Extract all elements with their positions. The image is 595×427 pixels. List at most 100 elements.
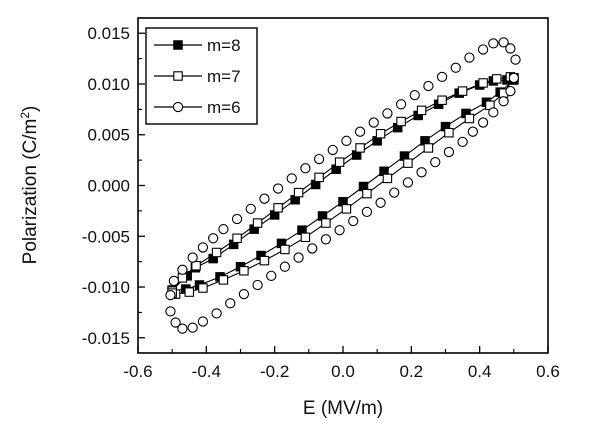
data-point (286, 173, 297, 184)
data-point (423, 80, 434, 92)
data-point (300, 163, 311, 174)
data-point (402, 177, 414, 188)
data-point (334, 157, 345, 167)
data-point (457, 136, 468, 147)
series-m-6 (165, 37, 521, 334)
data-point (488, 107, 499, 118)
x-tick-label: 0.4 (468, 362, 492, 381)
data-point (467, 126, 478, 137)
data-point (477, 117, 489, 128)
data-point (355, 143, 365, 153)
data-point (416, 167, 427, 178)
data-point (177, 323, 188, 334)
data-point (382, 108, 393, 119)
data-point (208, 233, 219, 244)
x-tick-label: -0.6 (123, 362, 152, 381)
data-point (293, 187, 304, 198)
data-point (273, 203, 283, 213)
data-point (165, 306, 176, 317)
x-axis-title: E (MV/m) (303, 398, 383, 419)
data-point (444, 127, 454, 138)
data-point (362, 188, 372, 199)
x-axis-ticks: -0.6 -0.4 -0.2 0.0 0.2 0.4 0.6 (123, 346, 560, 381)
data-point (314, 172, 324, 183)
data-point (170, 317, 181, 328)
data-point (510, 54, 521, 65)
data-point (488, 38, 499, 49)
data-point (457, 86, 468, 96)
data-point (238, 288, 250, 300)
data-point (403, 158, 413, 168)
data-point (478, 78, 488, 88)
data-point (197, 242, 209, 253)
data-point (313, 153, 325, 165)
data-point (341, 204, 352, 214)
data-point (389, 187, 400, 198)
y-tick-label: 0.015 (87, 24, 130, 43)
data-point (225, 298, 236, 309)
data-point (443, 146, 455, 158)
data-point (300, 232, 311, 243)
data-point (232, 233, 242, 244)
legend-marker (173, 40, 183, 50)
data-point (252, 279, 263, 291)
data-point (368, 117, 379, 128)
data-point (218, 275, 229, 285)
data-point (184, 287, 195, 297)
data-marks (165, 37, 521, 334)
legend-label: m=8 (207, 36, 241, 55)
data-point (375, 197, 386, 208)
y-axis-title-close: ) (20, 106, 41, 112)
legend-marker (172, 101, 184, 113)
data-point (354, 126, 366, 137)
data-point (191, 260, 201, 271)
data-point (280, 244, 290, 255)
data-point (197, 316, 209, 327)
data-point (464, 113, 475, 124)
data-point (293, 252, 304, 263)
data-point (416, 105, 427, 116)
data-point (168, 275, 180, 287)
series-m-7 (167, 72, 519, 299)
data-point (477, 44, 489, 55)
data-point (239, 266, 249, 276)
data-point (341, 135, 352, 146)
data-point (177, 273, 188, 283)
y-axis-title-main: Polarization (C/m (20, 119, 41, 265)
data-point (395, 99, 407, 110)
data-point (450, 62, 461, 73)
y-tick-label: 0.000 (87, 177, 130, 196)
data-point (498, 96, 509, 107)
data-point (505, 85, 516, 97)
data-point (437, 95, 447, 105)
data-point (187, 322, 198, 333)
data-point (430, 157, 441, 168)
y-axis-ticks: -0.015 -0.010 -0.005 0.000 0.005 0.010 0.015 (82, 24, 145, 348)
data-point (307, 243, 318, 254)
data-point (252, 218, 263, 228)
data-point (321, 218, 331, 228)
data-point (508, 72, 519, 84)
legend-label: m=6 (207, 98, 241, 117)
data-point (334, 225, 345, 236)
x-tick-label: -0.4 (192, 362, 221, 381)
data-point (505, 43, 516, 54)
y-tick-label: 0.010 (87, 75, 130, 94)
data-point (375, 128, 386, 139)
data-point (165, 289, 176, 301)
data-point (177, 264, 188, 275)
data-point (211, 247, 222, 258)
data-point (491, 74, 502, 84)
data-point (320, 234, 332, 245)
legend: m=8 m=7 m=6 (145, 27, 258, 125)
y-tick-label: -0.015 (82, 329, 130, 348)
data-point (361, 206, 373, 218)
legend-label: m=7 (207, 67, 241, 86)
data-point (259, 193, 270, 204)
data-point (348, 215, 359, 227)
y-axis-title-superscript: 2 (18, 112, 32, 119)
data-point (464, 52, 475, 63)
data-point (396, 116, 406, 127)
data-point (423, 143, 434, 153)
x-tick-label: -0.2 (260, 362, 289, 381)
